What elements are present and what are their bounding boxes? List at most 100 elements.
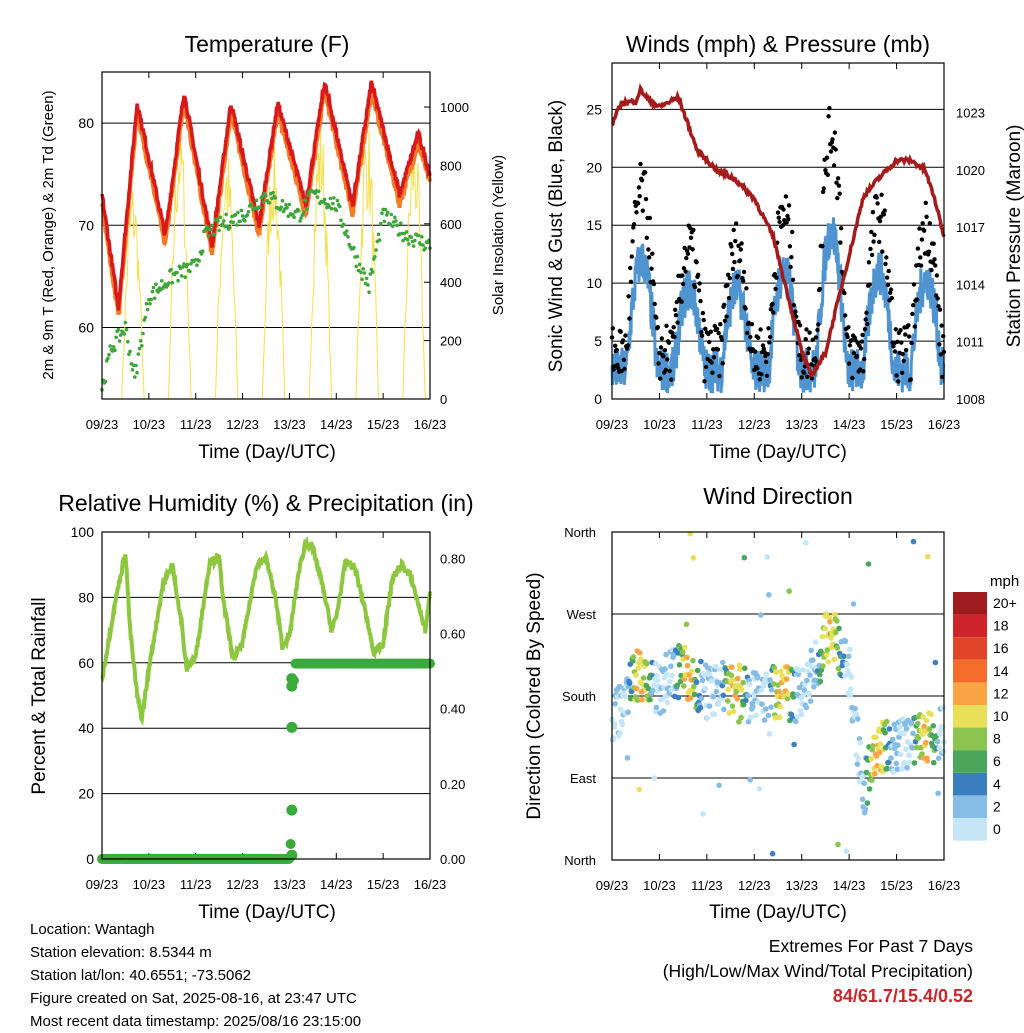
direction-ylabel-left: Direction (Colored By Speed) <box>524 572 545 819</box>
gust-point <box>884 255 889 260</box>
direction-point <box>698 658 704 665</box>
gust-point <box>896 379 901 384</box>
gust-point <box>657 350 662 356</box>
y2-tick-label: 0.40 <box>440 702 465 717</box>
gust-point <box>875 201 880 206</box>
gust-point <box>616 366 621 371</box>
y-tick-label: 80 <box>78 589 94 605</box>
dewpoint-point <box>279 205 284 209</box>
gust-point <box>613 343 618 348</box>
dewpoint-point <box>236 210 240 215</box>
direction-point <box>729 664 735 670</box>
gust-point <box>662 348 668 353</box>
direction-point <box>878 764 885 770</box>
direction-point <box>699 677 706 684</box>
gust-point <box>610 326 615 331</box>
station-info: Location: Wantagh Station elevation: 8.5… <box>30 918 361 1033</box>
gust-point <box>847 343 853 348</box>
x-tick-label: 11/23 <box>691 417 723 432</box>
direction-point <box>762 706 769 712</box>
direction-point <box>745 719 752 725</box>
colorbar-swatch <box>953 727 987 751</box>
gust-point <box>922 228 927 233</box>
gust-point <box>652 301 657 307</box>
direction-point <box>940 704 946 711</box>
gust-point <box>669 377 674 382</box>
colorbar-label: 4 <box>993 776 1001 792</box>
gust-point <box>790 229 795 235</box>
direction-point <box>758 612 764 618</box>
gust-point <box>842 290 847 296</box>
gust-point <box>731 227 736 233</box>
gust-point <box>685 251 691 256</box>
gust-point <box>919 237 925 242</box>
gust-point <box>768 307 774 312</box>
dewpoint-point <box>267 201 272 205</box>
direction-point <box>734 696 741 702</box>
direction-point <box>764 554 771 560</box>
direction-point <box>669 672 675 679</box>
dewpoint-point <box>343 232 348 237</box>
dewpoint-point <box>331 201 335 206</box>
direction-point <box>812 639 819 645</box>
direction-point <box>768 704 774 710</box>
gust-point <box>929 267 934 273</box>
gust-point <box>773 286 778 292</box>
direction-point <box>861 780 867 786</box>
dewpoint-point <box>332 196 336 200</box>
x-tick-label: 13/23 <box>785 417 818 432</box>
direction-point <box>622 693 629 700</box>
gust-point <box>926 249 932 254</box>
dewpoint-point <box>150 289 155 294</box>
gust-point <box>838 240 843 245</box>
direction-point <box>638 656 644 662</box>
direction-point <box>682 644 688 651</box>
dewpoint-point <box>210 223 214 228</box>
y-tick-label: 40 <box>78 720 94 736</box>
gust-point <box>752 349 758 354</box>
extremes-box: Extremes For Past 7 Days (High/Low/Max W… <box>663 934 973 1009</box>
gust-point <box>623 333 628 338</box>
gust-point <box>722 318 728 323</box>
gust-point <box>937 342 942 347</box>
dewpoint-point <box>126 339 130 344</box>
gust-point <box>758 327 763 332</box>
y2-tick-label: 1017 <box>956 220 985 235</box>
colorbar-title: mph <box>990 573 1020 590</box>
direction-point <box>679 649 686 655</box>
gust-point <box>805 350 811 356</box>
direction-point <box>711 711 718 717</box>
gust-point <box>846 361 852 366</box>
dewpoint-point <box>382 219 387 224</box>
dewpoint-point <box>373 254 377 259</box>
direction-point <box>675 694 682 701</box>
dewpoint-point <box>239 208 244 213</box>
dewpoint-point <box>136 352 141 356</box>
gust-point <box>868 246 873 252</box>
gust-point <box>696 288 702 293</box>
dewpoint-point <box>240 214 245 218</box>
direction-point <box>891 721 897 728</box>
direction-point <box>857 779 863 785</box>
gust-point <box>699 333 705 338</box>
colorbar-label: 6 <box>993 753 1001 769</box>
direction-point <box>904 764 910 771</box>
gust-point <box>894 373 899 378</box>
winds-ylabel-right: Station Pressure (Maroon) <box>1004 125 1024 348</box>
gust-point <box>691 227 696 233</box>
gust-point <box>790 277 796 282</box>
direction-point <box>820 663 826 669</box>
gust-point <box>820 244 825 249</box>
gust-point <box>663 367 668 373</box>
gust-point <box>772 272 777 277</box>
gust-point <box>892 349 898 354</box>
direction-point <box>911 760 918 766</box>
dewpoint-point <box>206 233 211 238</box>
dewpoint-point <box>148 301 152 306</box>
direction-point <box>663 671 670 678</box>
direction-point <box>625 709 631 716</box>
dewpoint-point <box>182 262 186 266</box>
direction-point <box>691 691 698 698</box>
direction-point <box>923 739 929 746</box>
direction-point <box>651 775 658 781</box>
